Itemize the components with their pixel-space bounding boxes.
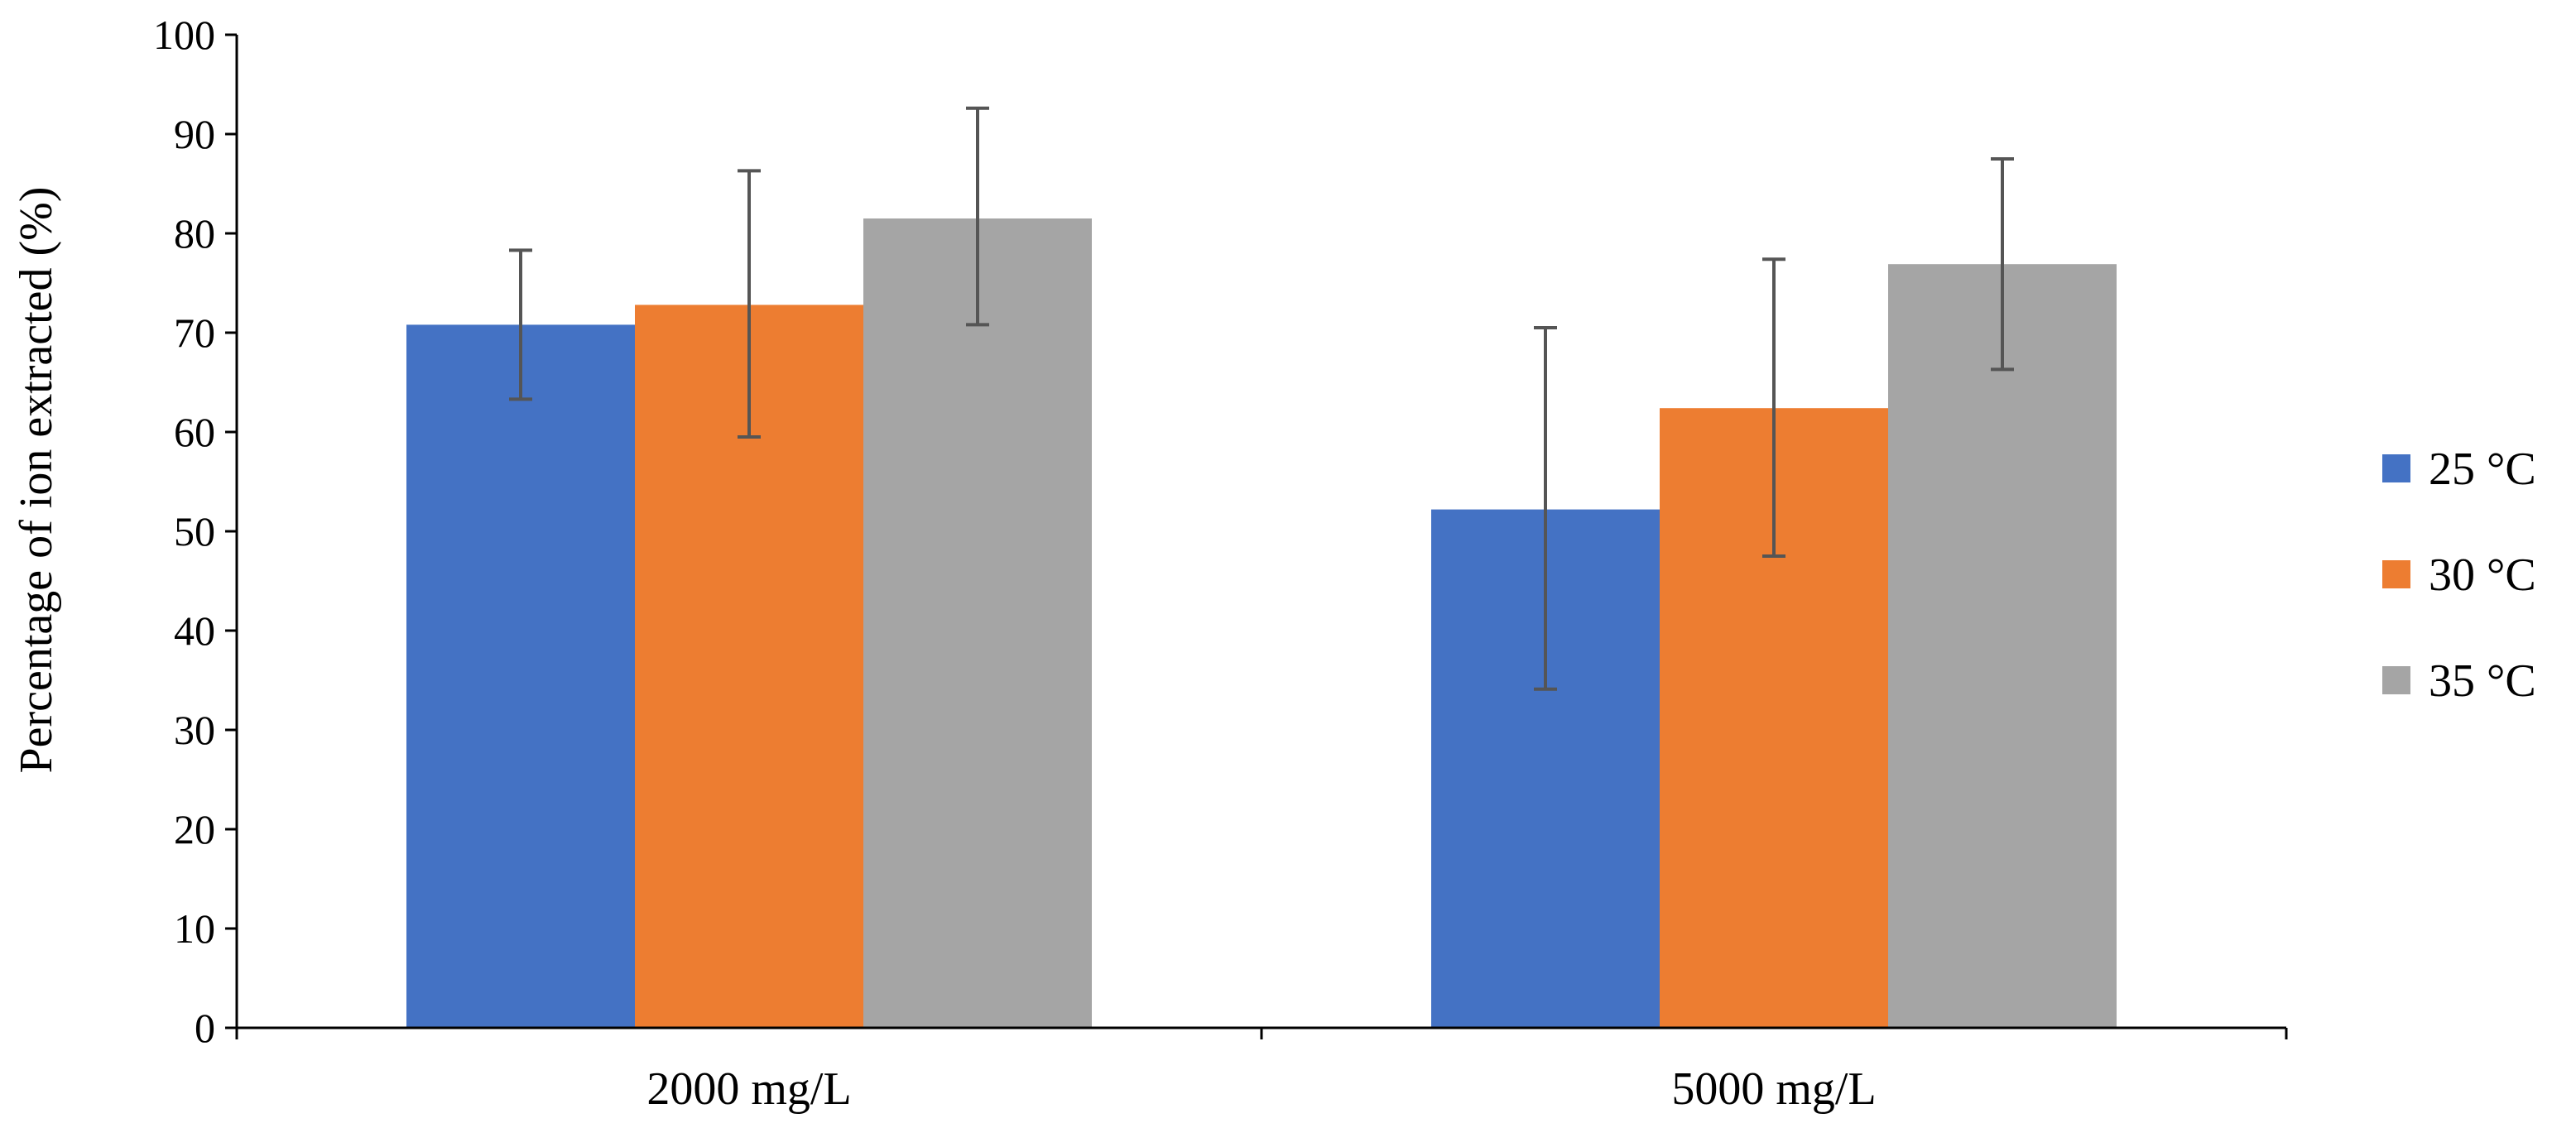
legend: 25 °C 30 °C 35 °C: [2382, 444, 2536, 707]
bar-25C-0: [406, 324, 635, 1028]
y-tick-label: 20: [174, 806, 215, 852]
bar-35C-0: [863, 218, 1092, 1028]
y-tick-label: 60: [174, 409, 215, 455]
y-tick-label: 50: [174, 508, 215, 554]
x-category-label: 5000 mg/L: [1671, 1063, 1876, 1115]
y-tick-label: 90: [174, 111, 215, 157]
y-axis-title: Percentage of ion extracted (%): [11, 187, 62, 774]
legend-swatch: [2382, 454, 2410, 482]
y-tick-label: 10: [174, 905, 215, 952]
legend-label: 25 °C: [2429, 444, 2536, 495]
plot-area: [406, 106, 2117, 1028]
y-tick-label: 70: [174, 310, 215, 356]
y-tick-label: 80: [174, 210, 215, 257]
y-tick-label: 0: [195, 1005, 215, 1051]
axes: 0 10 20 30 40 50 60 70 80 90 100 2000 mg/L 5000 mg/L: [153, 12, 2288, 1115]
legend-swatch: [2382, 560, 2410, 588]
legend-label: 35 °C: [2429, 655, 2536, 707]
y-tick-label: 100: [153, 12, 215, 58]
legend-label: 30 °C: [2429, 550, 2536, 601]
x-category-label: 2000 mg/L: [646, 1063, 851, 1115]
y-tick-label: 40: [174, 607, 215, 654]
y-tick-label: 30: [174, 707, 215, 753]
bar-35C-1: [1888, 264, 2117, 1028]
legend-swatch: [2382, 666, 2410, 694]
